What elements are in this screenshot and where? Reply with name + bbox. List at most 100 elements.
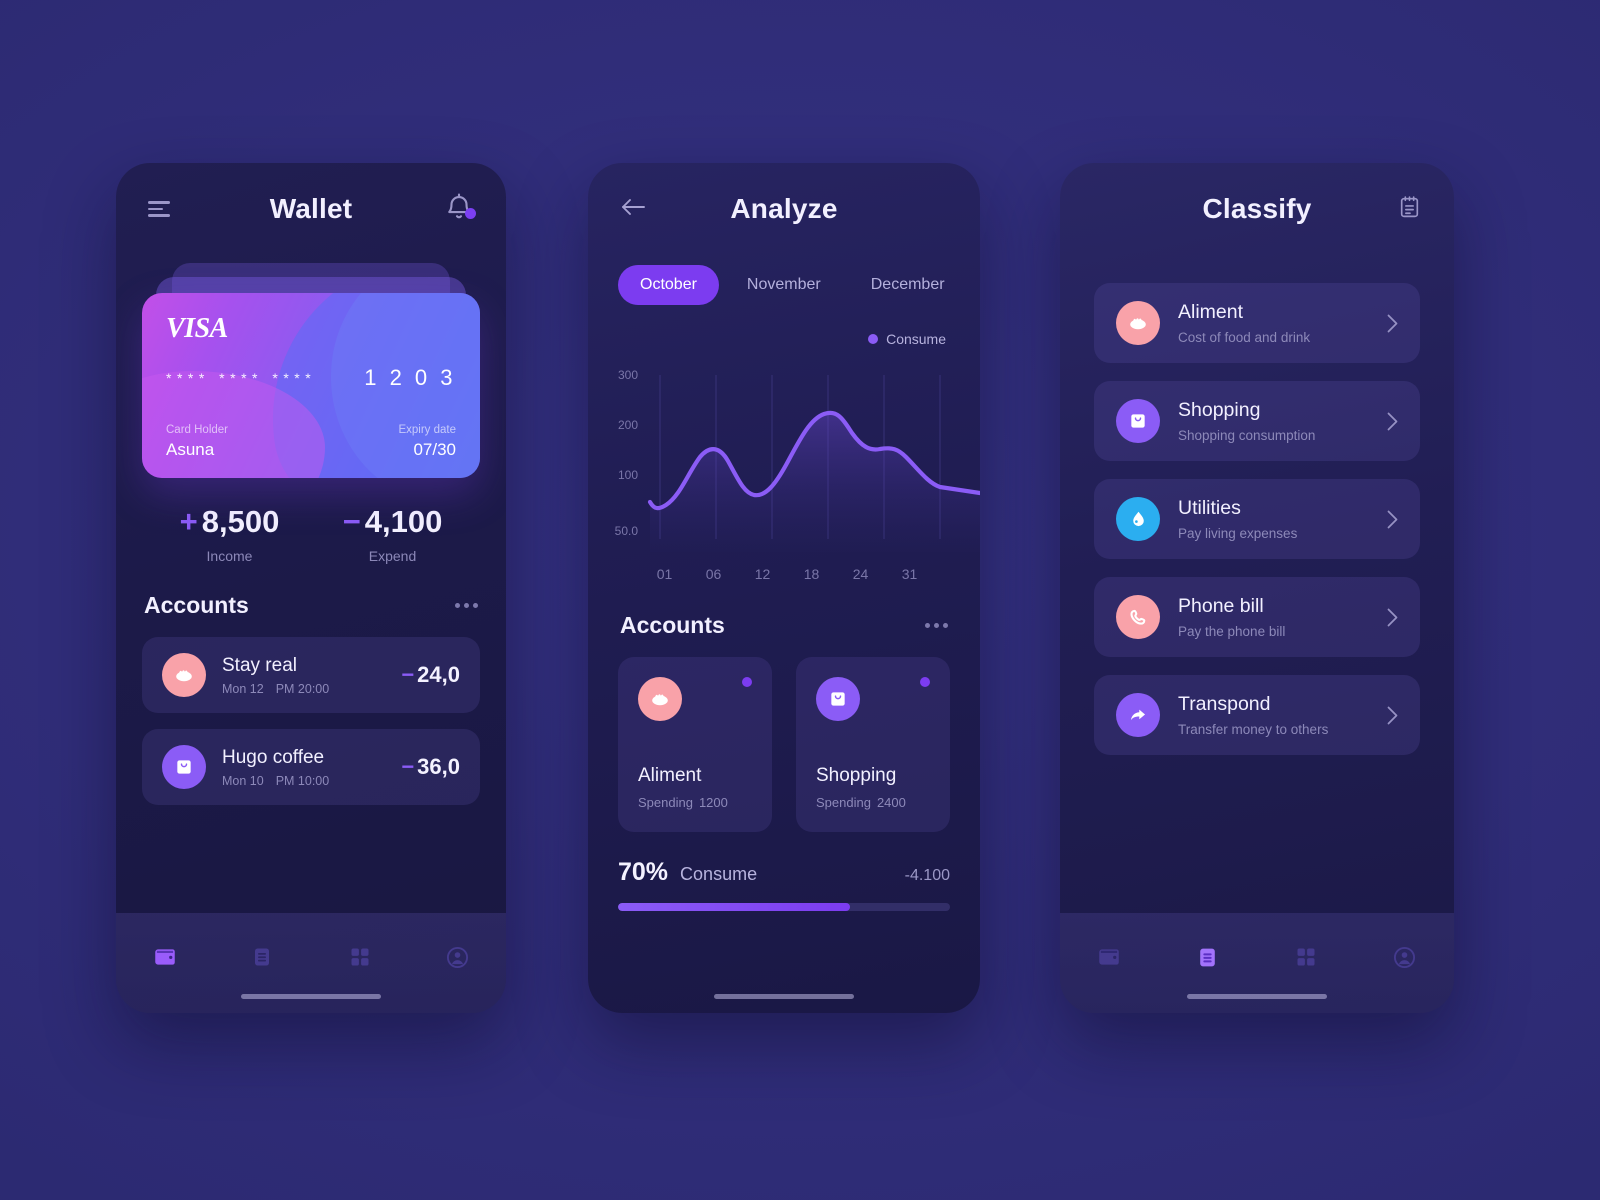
wallet-icon [155,949,175,965]
analyze-header: Analyze [588,163,980,255]
grid-icon [351,948,369,966]
shopping-bag-icon [816,677,860,721]
list-item-shopping[interactable]: Shopping Shopping consumption [1094,381,1420,461]
card-number: **** **** **** 1 2 0 3 [166,365,456,391]
card-last-four: 1 2 0 3 [364,365,456,390]
accounts-title: Accounts [144,592,249,618]
chart-svg: 300 200 100 50.0 [615,368,980,552]
bread-icon [638,677,682,721]
card-stack[interactable]: VISA **** **** **** 1 2 0 3 Card Holder … [142,263,480,478]
account-amount: −24,0 [401,662,460,688]
category-name: Utilities [1178,497,1241,519]
chevron-right-icon [1387,412,1398,430]
category-desc: Transfer money to others [1178,722,1329,737]
x-tick: 06 [705,566,722,582]
nav-wallet[interactable] [1087,939,1131,975]
tab-november[interactable]: November [746,276,821,293]
svg-text:300: 300 [618,368,638,382]
category-spending: Spending 2400 [816,795,930,810]
classify-screen: Classify Aliment Cost [1060,163,1454,1013]
chevron-right-icon [1387,510,1398,528]
svg-text:50.0: 50.0 [615,524,639,538]
more-horizontal-icon[interactable] [455,603,478,608]
wallet-header: Wallet [116,163,506,255]
consume-chart: 300 200 100 50.0 [588,357,980,562]
shopping-bag-icon [1116,399,1160,443]
category-card-shopping[interactable]: Shopping Spending 2400 [796,657,950,832]
list-item-phone-bill[interactable]: Phone bill Pay the phone bill [1094,577,1420,657]
bottom-nav [1060,913,1454,1013]
category-spending: Spending 1200 [638,795,752,810]
month-tabs: October November December [618,265,950,305]
document-icon [1200,948,1216,966]
more-horizontal-icon[interactable] [925,623,948,628]
page-title: Wallet [269,193,353,224]
list-item[interactable]: Hugo coffee Mon 10 PM 10:00 −36,0 [142,729,480,805]
category-desc: Shopping consumption [1178,428,1316,443]
category-card-aliment[interactable]: Aliment Spending 1200 [618,657,772,832]
phone-icon [1116,595,1160,639]
page-title: Classify [1202,193,1312,224]
progress-track[interactable] [618,903,950,911]
bread-icon [162,653,206,697]
water-drop-icon [1116,497,1160,541]
nav-documents[interactable] [240,939,284,975]
nav-documents[interactable] [1186,939,1230,975]
account-day: Mon 12 [222,681,264,696]
account-name: Stay real [222,654,297,676]
expend-sign: − [342,504,361,539]
nav-categories[interactable] [1284,939,1328,975]
nav-profile[interactable] [435,939,479,975]
category-desc: Pay living expenses [1178,526,1298,541]
person-icon [1394,946,1416,968]
account-amount-value: 36,0 [417,754,460,779]
account-amount-sign: − [401,662,415,687]
tab-october[interactable]: October [618,265,719,305]
menu-button[interactable] [148,201,170,217]
account-time: PM 10:00 [275,773,330,788]
account-day: Mon 10 [222,773,264,788]
card-masked-digits: **** **** **** [166,370,317,386]
card-holder-name: Asuna [166,440,215,459]
x-tick: 31 [901,566,918,582]
nav-profile[interactable] [1383,939,1427,975]
account-amount: −36,0 [401,754,460,780]
income-sign: + [179,504,198,539]
accounts-list: Stay real Mon 12 PM 20:00 −24,0 [142,637,480,805]
chart-x-axis: 01 06 12 18 24 31 [640,566,934,582]
income-label: Income [206,548,253,564]
card-holder-block: Card Holder Asuna [166,424,228,460]
back-button[interactable] [620,196,646,223]
page-title: Analyze [730,193,838,224]
tab-december[interactable]: December [870,276,945,293]
wallet-screen: Wallet VISA [116,163,506,1013]
phone-classify: Classify Aliment Cost [1060,163,1454,1013]
list-item[interactable]: Stay real Mon 12 PM 20:00 −24,0 [142,637,480,713]
list-item-transpond[interactable]: Transpond Transfer money to others [1094,675,1420,755]
account-time: PM 20:00 [275,681,330,696]
credit-card[interactable]: VISA **** **** **** 1 2 0 3 Card Holder … [142,293,480,478]
x-tick: 01 [656,566,673,582]
home-indicator [241,994,381,999]
x-tick: 12 [754,566,771,582]
visa-logo: VISA [166,313,228,344]
legend-label: Consume [886,331,946,347]
analyze-screen: Analyze October November December Consum… [588,163,980,1013]
chart-legend: Consume [622,331,946,347]
account-amount-value: 24,0 [417,662,460,687]
nav-categories[interactable] [338,939,382,975]
notifications-button[interactable] [444,192,476,227]
nav-wallet[interactable] [143,939,187,975]
account-name: Hugo coffee [222,746,325,768]
list-item-aliment[interactable]: Aliment Cost of food and drink [1094,283,1420,363]
card-expiry-block: Expiry date 07/30 [398,424,456,460]
records-button[interactable] [1397,194,1422,225]
spending-label: Spending [638,795,693,810]
svg-text:200: 200 [618,418,638,432]
category-name: Aliment [1178,301,1244,323]
list-item-utilities[interactable]: Utilities Pay living expenses [1094,479,1420,559]
spending-label: Spending [816,795,871,810]
status-dot [920,677,930,687]
chevron-right-icon [1387,608,1398,626]
status-dot [742,677,752,687]
